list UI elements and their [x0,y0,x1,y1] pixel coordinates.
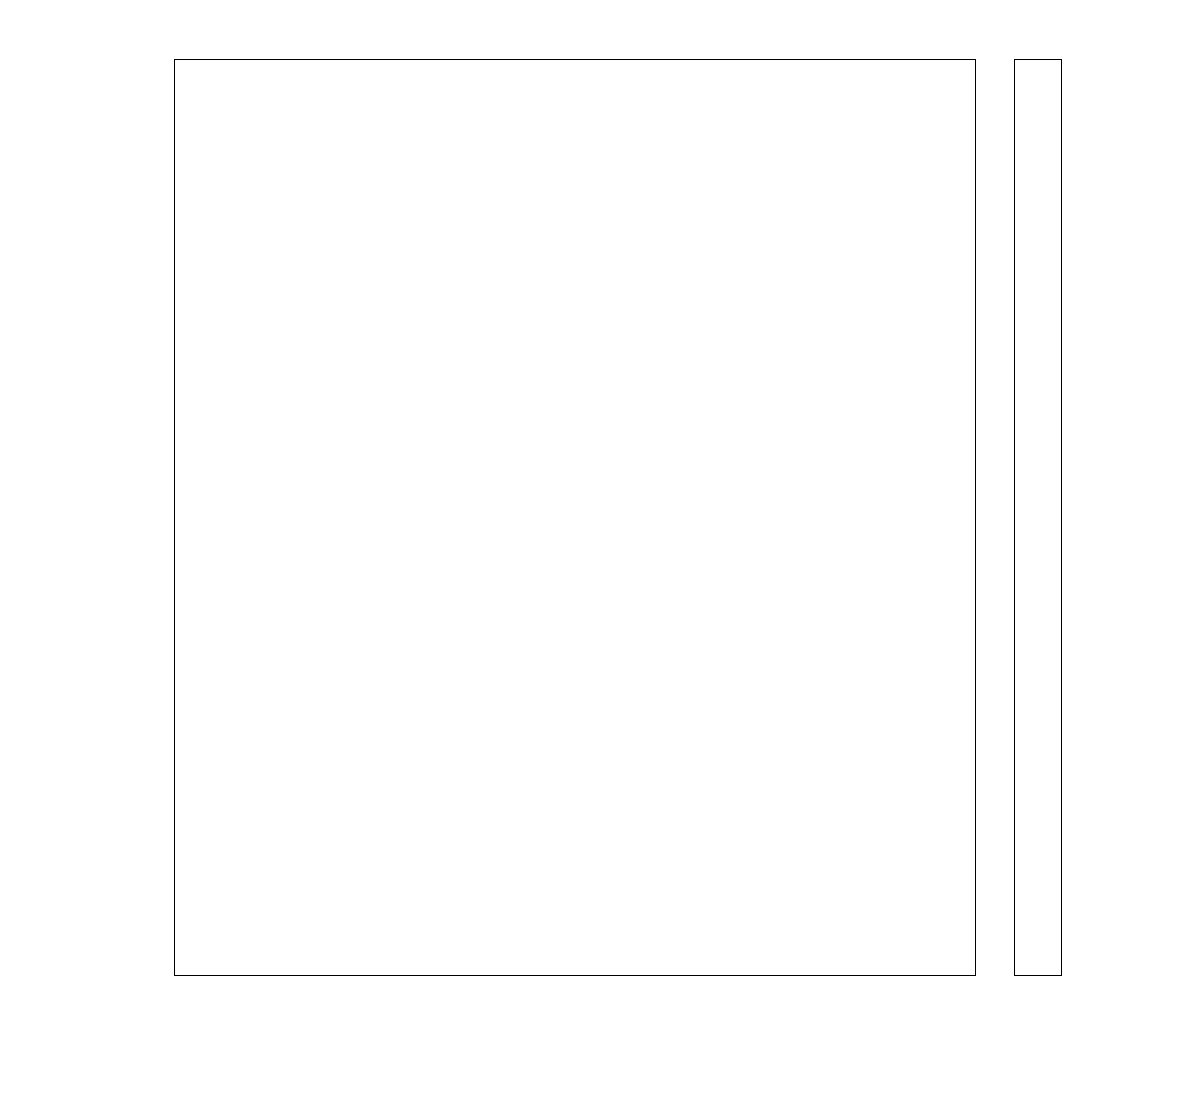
plot-area [174,59,976,976]
colorbar-canvas [1015,60,1061,975]
spectrogram-canvas [175,60,975,975]
colorbar [1014,59,1062,976]
